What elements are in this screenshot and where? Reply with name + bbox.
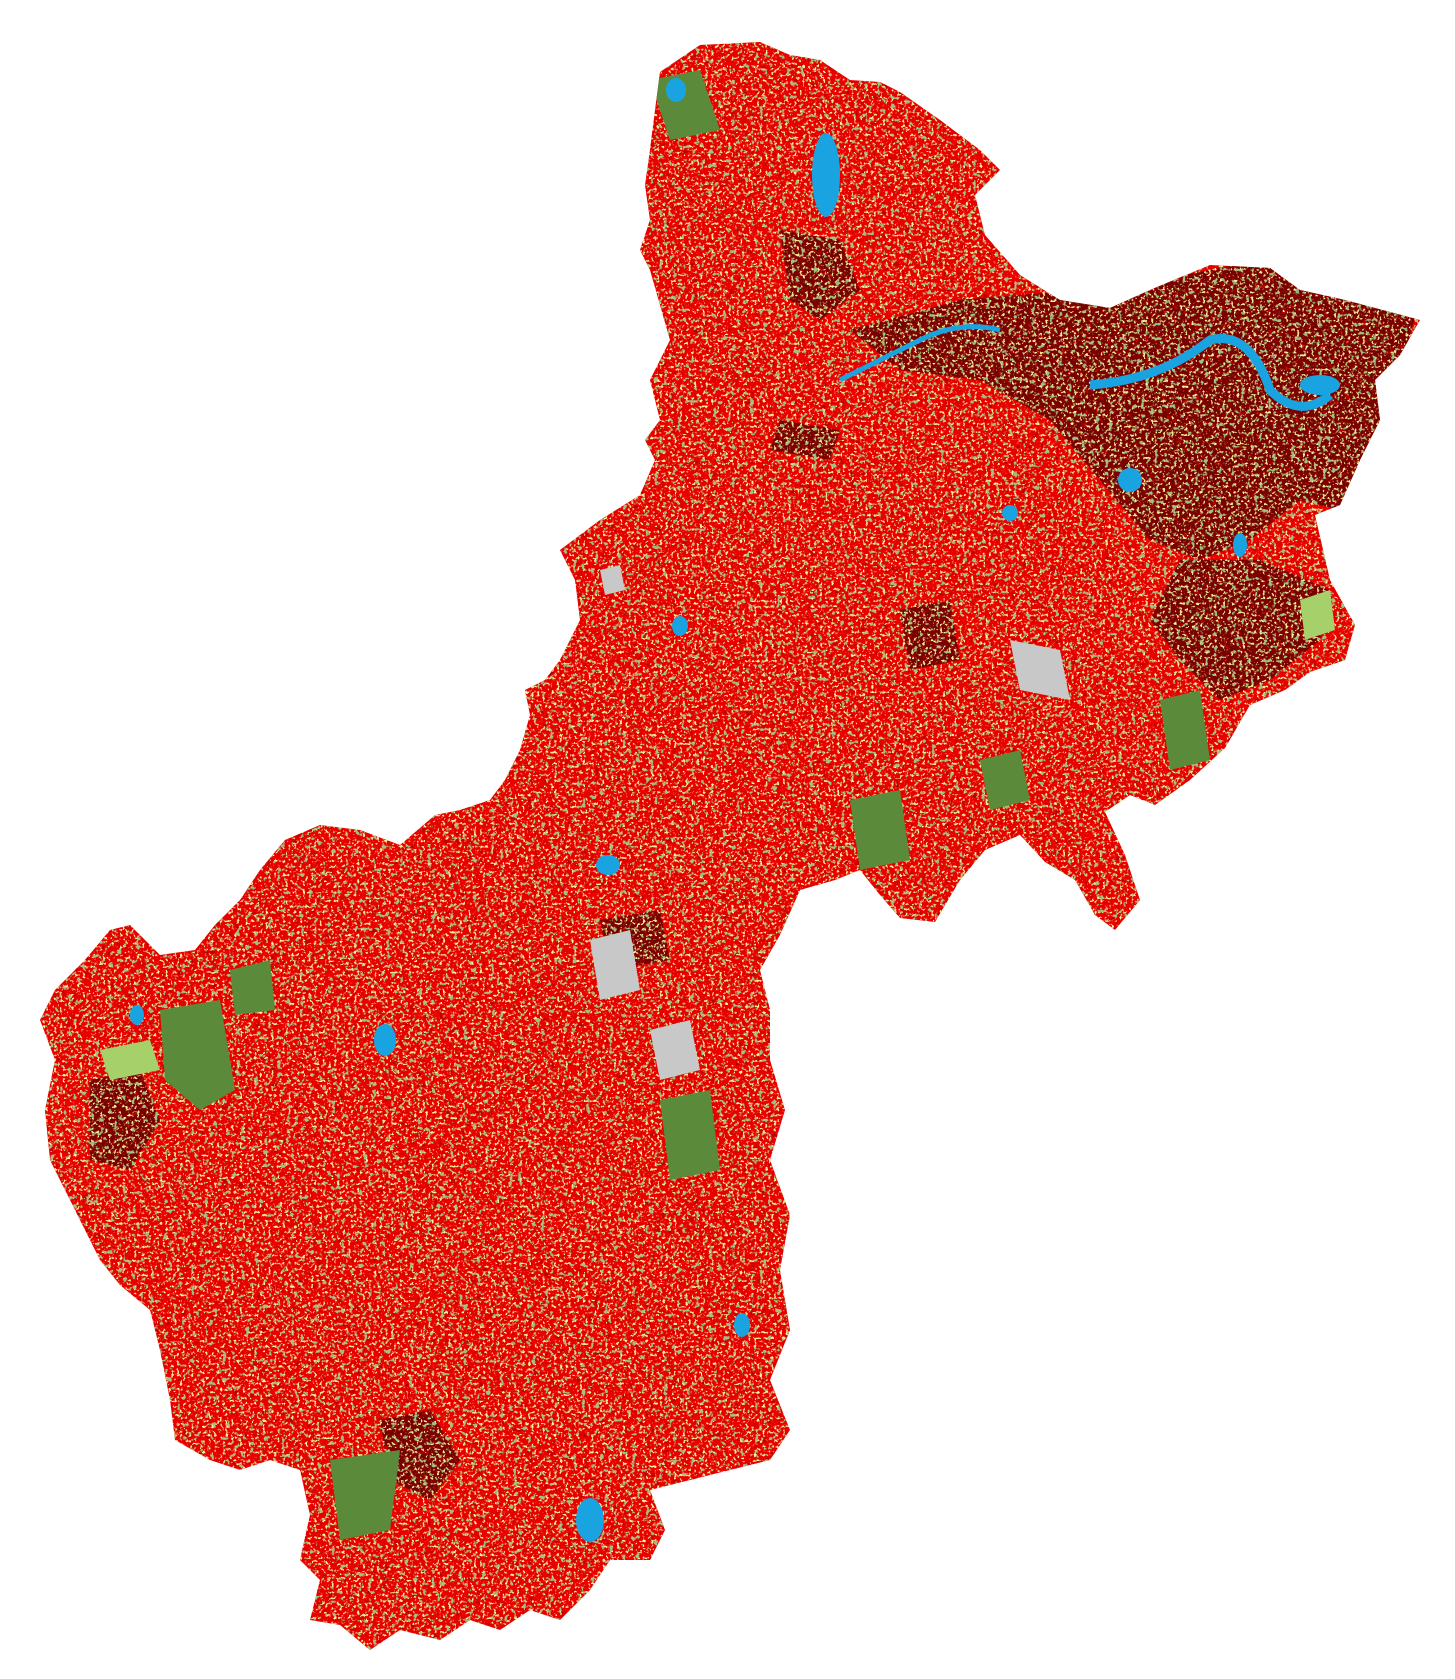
forest-patches bbox=[160, 70, 1210, 1540]
water-bodies bbox=[130, 78, 1340, 1542]
grassland-patches bbox=[100, 590, 1335, 1080]
barren-patches bbox=[590, 565, 1070, 1080]
